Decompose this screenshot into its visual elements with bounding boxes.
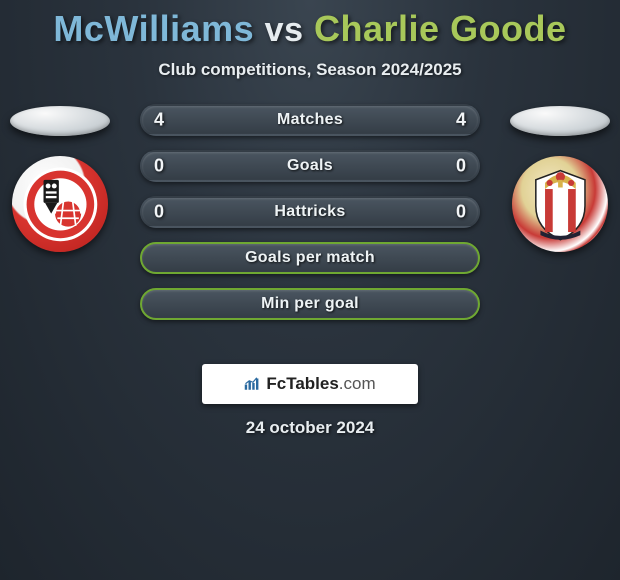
player1-platform — [10, 106, 110, 136]
brand-name: FcTables — [266, 374, 338, 393]
player2-platform — [510, 106, 610, 136]
rotherham-united-badge — [12, 156, 108, 252]
stat-row-min-per-goal: Min per goal — [140, 288, 480, 320]
stat-row-goals-per-match: Goals per match — [140, 242, 480, 274]
brand-box: FcTables.com — [202, 364, 418, 404]
stat-right-value: 4 — [456, 110, 466, 131]
comparison-title: McWilliams vs Charlie Goode — [0, 0, 620, 50]
bar-chart-icon — [244, 377, 262, 391]
subtitle: Club competitions, Season 2024/2025 — [0, 60, 620, 80]
vs-separator: vs — [265, 11, 304, 49]
stat-right-value: 0 — [456, 156, 466, 177]
brand-text: FcTables.com — [266, 374, 375, 394]
club-crest-left-icon — [22, 166, 99, 243]
stat-row-goals: 0 Goals 0 — [140, 150, 480, 182]
brand-tld: .com — [339, 374, 376, 393]
stat-row-hattricks: 0 Hattricks 0 — [140, 196, 480, 228]
stats-arena: 4 Matches 4 0 Goals 0 0 Hattricks 0 Goal… — [0, 104, 620, 354]
stat-label: Goals — [287, 157, 333, 175]
stat-row-matches: 4 Matches 4 — [140, 104, 480, 136]
stat-label: Goals per match — [245, 249, 375, 267]
club-crest-right-icon — [522, 166, 599, 243]
stat-rows: 4 Matches 4 0 Goals 0 0 Hattricks 0 Goal… — [140, 104, 480, 320]
stat-label: Matches — [277, 111, 343, 129]
player2-name: Charlie Goode — [314, 8, 567, 49]
date-stamp: 24 october 2024 — [0, 418, 620, 438]
stat-right-value: 0 — [456, 202, 466, 223]
stat-left-value: 4 — [154, 110, 164, 131]
stat-label: Min per goal — [261, 295, 359, 313]
stat-label: Hattricks — [274, 203, 345, 221]
stat-left-value: 0 — [154, 156, 164, 177]
player1-side — [10, 106, 110, 252]
player2-side — [510, 106, 610, 252]
stat-left-value: 0 — [154, 202, 164, 223]
player1-name: McWilliams — [53, 8, 254, 49]
stevenage-badge — [512, 156, 608, 252]
